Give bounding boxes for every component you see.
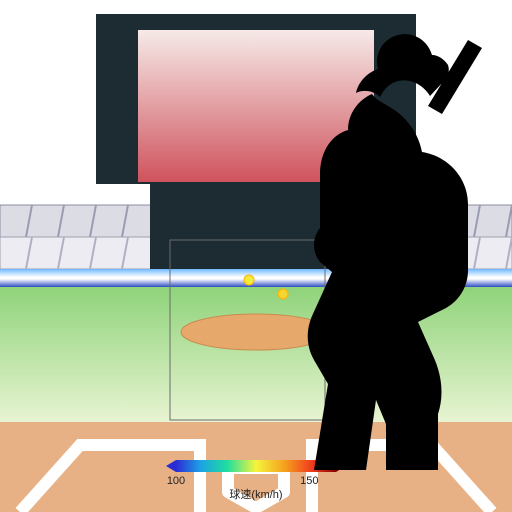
colorbar-tick-label: 100 [167,475,185,487]
colorbar [176,460,336,472]
colorbar-axis-label: 球速(km/h) [229,487,282,501]
pitch-marker [278,289,288,299]
pitch-location-chart: 100 150 球速(km/h) [0,0,512,512]
colorbar-tick-label: 150 [300,475,318,487]
pitch-marker [244,275,254,285]
